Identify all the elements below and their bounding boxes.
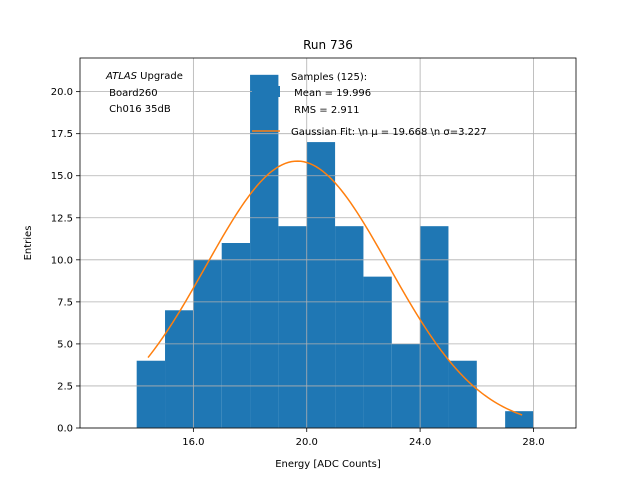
- annotation-upgrade: Upgrade: [137, 71, 183, 82]
- annotation-line-1: ATLAS Upgrade: [105, 71, 183, 82]
- legend-fit-label: Gaussian Fit: \n μ = 19.668 \n σ=3.227: [291, 127, 487, 138]
- y-axis-ticks: 0.0 2.5 5.0 7.5 10.0 12.5 15.0 17.5 20.0: [51, 87, 80, 435]
- y-tick-label: 17.5: [51, 129, 73, 140]
- annotation-atlas: ATLAS: [105, 71, 138, 82]
- y-tick-label: 12.5: [51, 213, 73, 224]
- plot-frame: [79, 57, 577, 429]
- legend-samples-line-1: Samples (125):: [291, 72, 367, 83]
- legend: Samples (125): Mean = 19.996 RMS = 2.911…: [252, 72, 487, 138]
- y-tick-label: 0.0: [57, 424, 73, 435]
- histogram-bar: [221, 243, 251, 428]
- histogram-bar: [250, 74, 279, 429]
- chart-title: Run 736: [303, 38, 353, 52]
- histogram-bar: [448, 360, 477, 428]
- histogram-bar: [306, 142, 336, 428]
- histogram-bar: [335, 226, 364, 428]
- x-tick-label: 24.0: [409, 437, 431, 448]
- histogram-bar: [363, 276, 392, 428]
- atlas-annotation: ATLAS Upgrade Board260 Ch016 35dB: [105, 71, 183, 115]
- annotation-line-2: Board260: [106, 88, 158, 99]
- histogram-bar: [136, 360, 166, 428]
- fit-curve-layer: [147, 160, 523, 416]
- legend-samples-line-3: RMS = 2.911: [291, 105, 359, 116]
- y-tick-label: 7.5: [57, 297, 73, 308]
- x-axis-ticks: 16.0 20.0 24.0 28.0: [182, 428, 545, 448]
- x-axis-label: Energy [ADC Counts]: [275, 459, 381, 470]
- y-tick-label: 10.0: [51, 255, 73, 266]
- annotation-line-3: Ch016 35dB: [106, 104, 171, 115]
- grid: [80, 58, 576, 429]
- y-tick-label: 5.0: [57, 339, 73, 350]
- x-tick-label: 20.0: [296, 437, 318, 448]
- histogram-bar: [165, 310, 194, 428]
- x-tick-label: 28.0: [522, 437, 544, 448]
- y-tick-label: 2.5: [57, 381, 73, 392]
- legend-samples-swatch: [252, 86, 280, 97]
- x-tick-label: 16.0: [182, 437, 204, 448]
- y-axis-label: Entries: [23, 226, 34, 261]
- y-tick-label: 20.0: [51, 87, 73, 98]
- y-tick-label: 15.0: [51, 171, 73, 182]
- gaussian-fit-curve: [147, 160, 523, 416]
- histogram-bar: [278, 226, 307, 428]
- legend-samples-line-2: Mean = 19.996: [291, 88, 371, 99]
- histogram-bar: [505, 411, 534, 428]
